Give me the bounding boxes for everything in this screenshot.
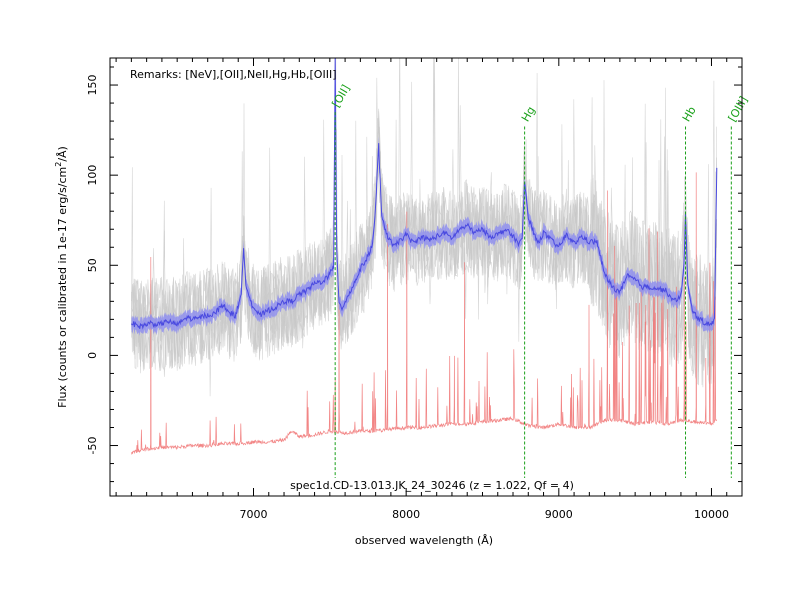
y-tick-labels: -50 0 50 100 150 [86,75,99,455]
remarks-annotation: Remarks: [NeV],[OII],NeII,Hg,Hb,[OIII] [130,68,336,81]
y-axis-title-sup: 2 [54,162,63,167]
x-axis-title: observed wavelength (Å) [355,534,493,547]
axis-ticks [110,58,743,496]
noise-spectrum-trace [131,172,718,456]
x-tick-label: 10000 [694,508,729,521]
emission-line-label: Hg [519,104,538,124]
plot-frame [109,57,743,497]
x-tick-label: 9000 [545,508,573,521]
y-tick-label: -50 [86,437,99,455]
y-tick-label: 50 [86,258,99,272]
spectrum-id-annotation: spec1d.CD-13.013.JK_24_30246 (z = 1.022,… [290,479,574,492]
y-tick-label: 100 [86,165,99,186]
mean-spectrum-trace [130,58,718,330]
y-axis-title-main: Flux (counts or calibrated in 1e-17 erg/… [56,167,69,408]
x-tick-labels: 7000 8000 9000 10000 [239,508,728,521]
mean-spectrum [130,58,718,330]
individual-spectrum-trace [131,58,717,388]
y-tick-label: 0 [86,352,99,359]
emission-line-label: [OIII] [726,94,751,124]
y-axis-title-tail: /Å) [56,146,69,162]
individual-spectrum-trace [131,72,717,389]
emission-line-label: [OII] [330,83,353,110]
emission-line-label: Hb [680,104,699,124]
noise-spectrum [131,172,718,456]
x-tick-label: 7000 [239,508,267,521]
y-axis-title: Flux (counts or calibrated in 1e-17 erg/… [54,146,69,408]
y-tick-label: 150 [86,75,99,96]
emission-line-markers [334,112,732,478]
x-tick-label: 8000 [392,508,420,521]
emission-line-labels: [OII] Hg Hb [OIII] [330,83,751,124]
